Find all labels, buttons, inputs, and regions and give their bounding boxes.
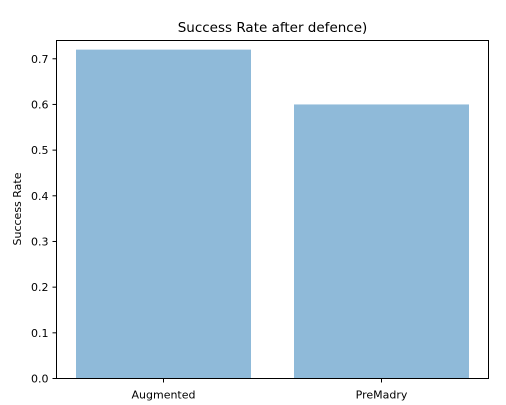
plot-area-frame: [56, 40, 489, 379]
y-tick-label: 0.7: [31, 53, 49, 66]
bar-premadry: [294, 104, 469, 379]
y-tick-label: 0.4: [31, 190, 49, 203]
y-tick-label: 0.5: [31, 144, 49, 157]
y-axis-ticks: 0.0 0.1 0.2 0.3 0.4 0.5 0.6 0.7: [31, 53, 57, 386]
y-tick-label: 0.1: [31, 327, 49, 340]
chart-title: Success Rate after defence): [178, 20, 368, 36]
x-axis-ticks: Augmented PreMadry: [132, 378, 408, 402]
y-tick-label: 0.2: [31, 281, 49, 294]
y-axis-label: Success Rate: [11, 172, 24, 245]
y-tick-label: 0.6: [31, 98, 49, 111]
bars-layer: [76, 49, 469, 379]
y-tick-label: 0.3: [31, 235, 49, 248]
x-tick-label: Augmented: [132, 389, 196, 402]
y-tick-label: 0.0: [31, 373, 49, 386]
bar-augmented: [76, 49, 251, 379]
x-tick-label: PreMadry: [356, 389, 408, 402]
